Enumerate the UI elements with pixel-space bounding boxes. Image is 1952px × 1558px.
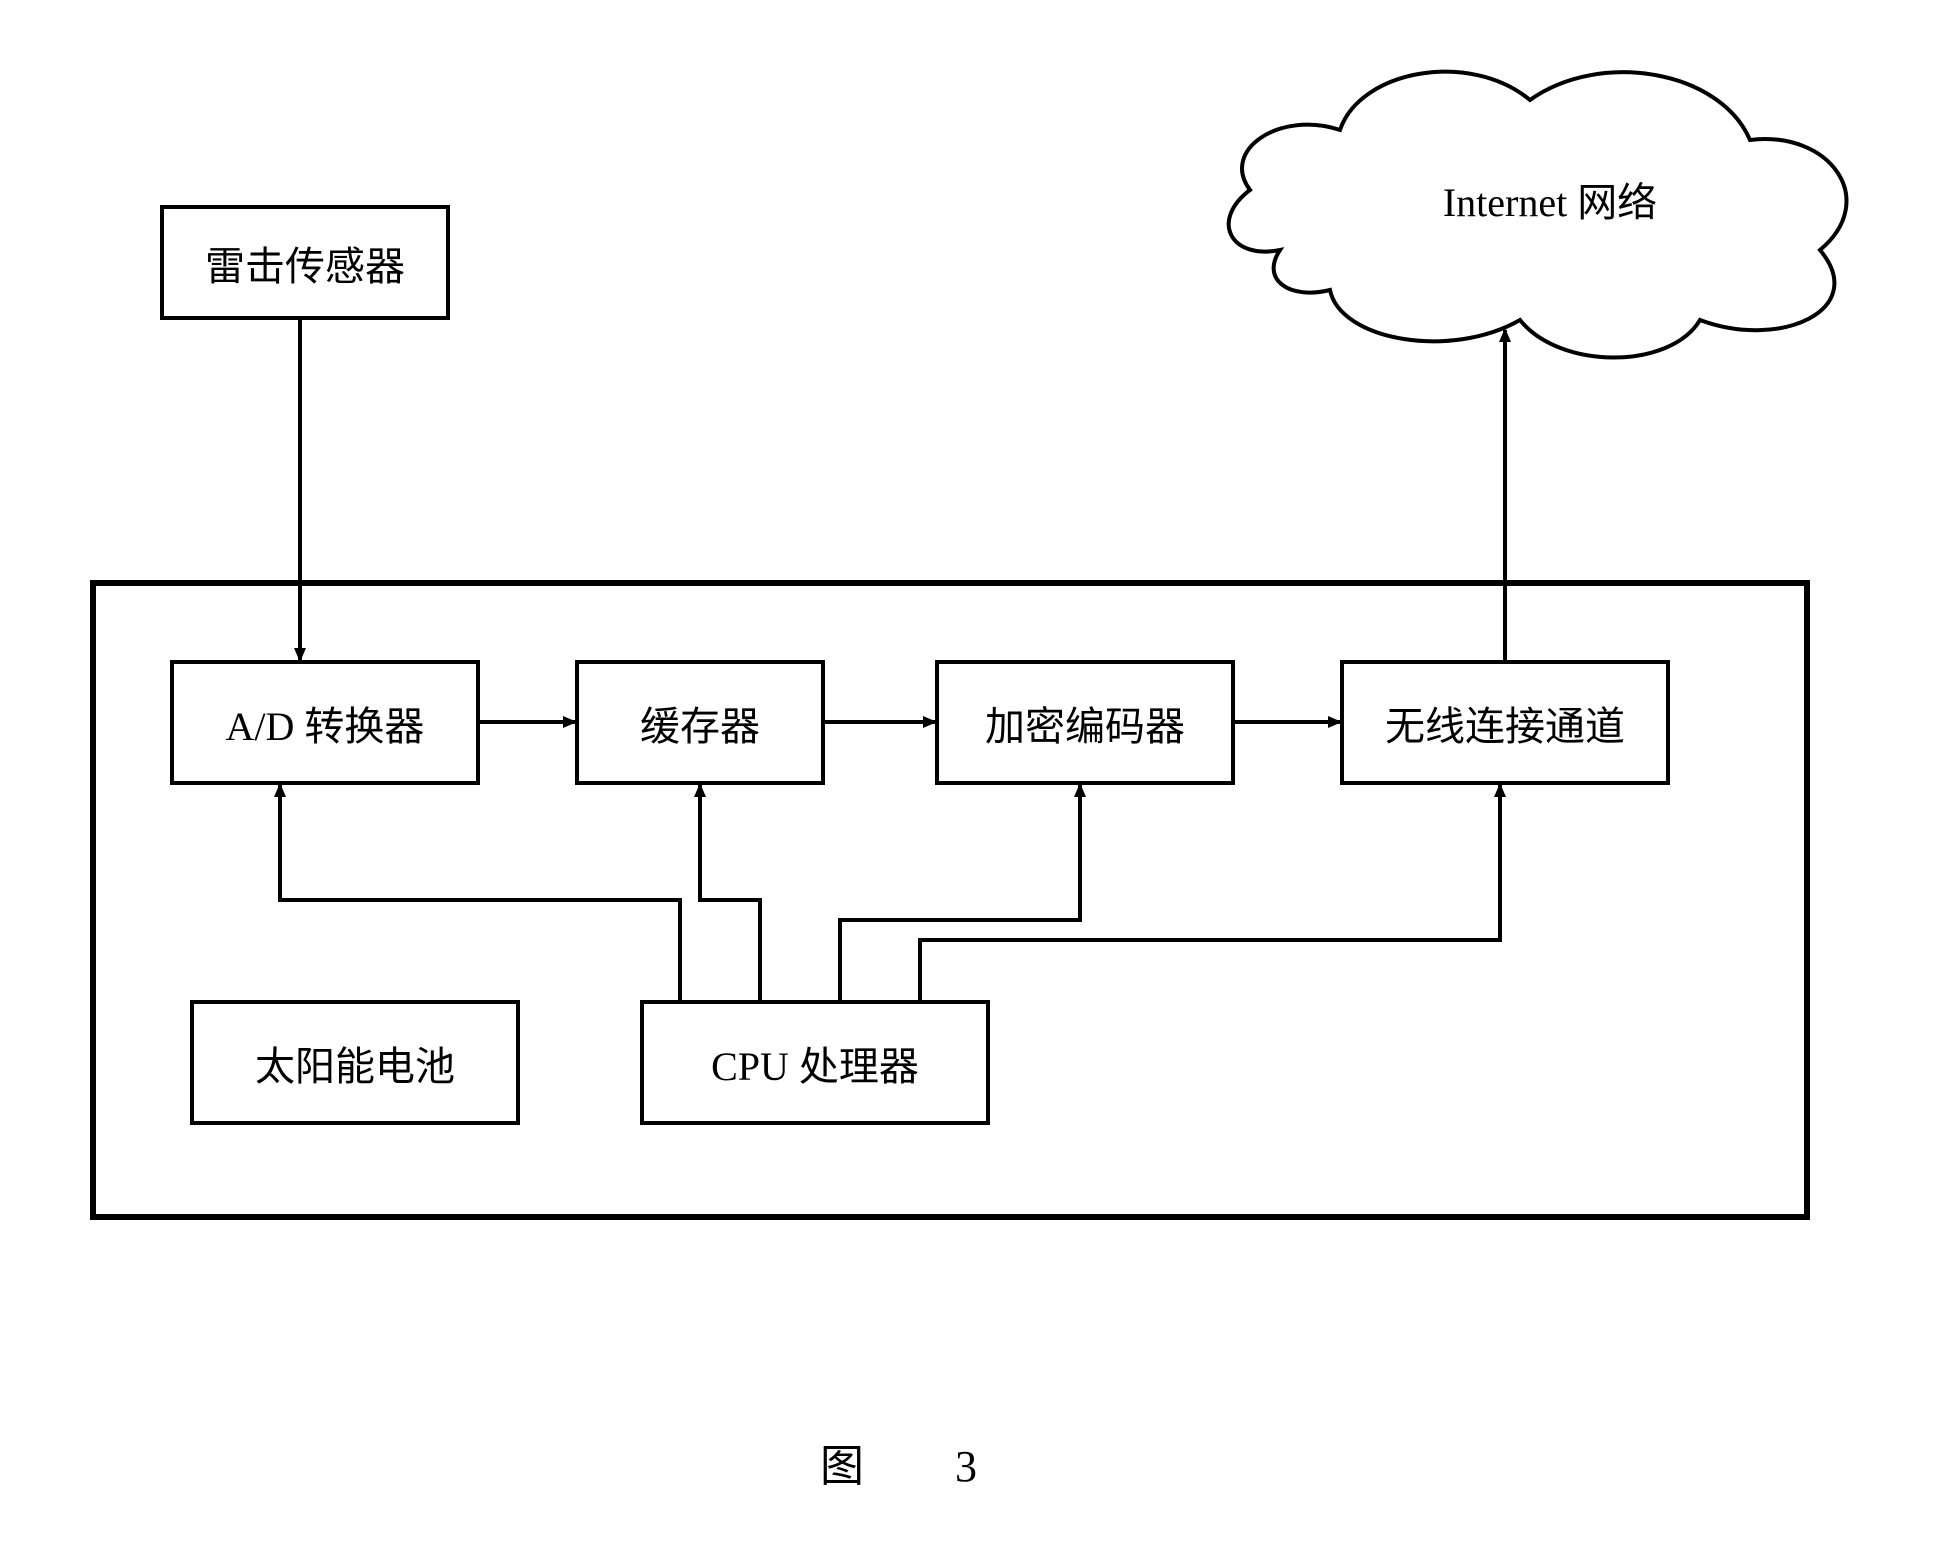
wireless-label: 无线连接通道 — [1385, 694, 1625, 752]
solar-label: 太阳能电池 — [255, 1034, 455, 1092]
solar-box: 太阳能电池 — [190, 1000, 520, 1125]
encoder-label: 加密编码器 — [985, 694, 1185, 752]
adc-box: A/D 转换器 — [170, 660, 480, 785]
sensor-label: 雷击传感器 — [205, 234, 405, 292]
encoder-box: 加密编码器 — [935, 660, 1235, 785]
adc-label: A/D 转换器 — [226, 694, 425, 752]
buffer-box: 缓存器 — [575, 660, 825, 785]
figure-caption: 图 3 — [820, 1430, 1017, 1494]
cloud-label: Internet 网络 — [1350, 170, 1750, 228]
diagram-canvas: 雷击传感器 A/D 转换器 缓存器 加密编码器 无线连接通道 太阳能电池 CPU… — [0, 0, 1952, 1558]
cpu-box: CPU 处理器 — [640, 1000, 990, 1125]
buffer-label: 缓存器 — [640, 694, 760, 752]
wireless-box: 无线连接通道 — [1340, 660, 1670, 785]
sensor-box: 雷击传感器 — [160, 205, 450, 320]
cpu-label: CPU 处理器 — [711, 1034, 919, 1092]
